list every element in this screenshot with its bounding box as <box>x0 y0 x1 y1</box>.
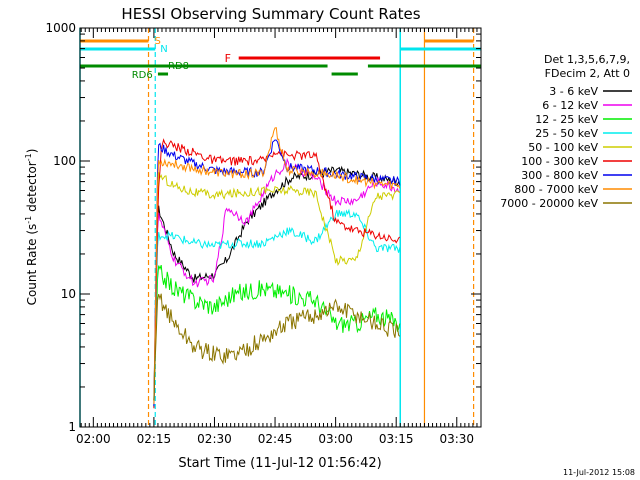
flag-rd8-label: RD8 <box>168 61 189 72</box>
x-tick-label: 02:00 <box>76 432 111 446</box>
flag-f-label: F <box>225 52 231 65</box>
series-line-4 <box>153 172 401 402</box>
x-axis-title: Start Time (11-Jul-12 01:56:42) <box>178 456 381 471</box>
legend-label-8: 7000 - 20000 keV <box>500 197 598 210</box>
flag-rd6-label: RD6 <box>132 70 153 81</box>
plot-frame <box>79 27 482 428</box>
legend-header-2: FDecim 2, Att 0 <box>545 67 630 80</box>
x-tick-label: 02:15 <box>137 432 172 446</box>
y-tick-label: 1000 <box>45 21 76 35</box>
legend-header-1: Det 1,3,5,6,7,9, <box>544 53 630 66</box>
legend-label-7: 800 - 7000 keV <box>514 183 598 196</box>
series-line-0 <box>153 165 401 401</box>
series-line-7 <box>153 127 401 405</box>
series-line-6 <box>153 139 401 407</box>
flag-n-label: N <box>160 44 167 55</box>
footer-date: 11-Jul-2012 15:08 <box>563 468 635 477</box>
flags-layer: SN F RD8 RD6 <box>79 28 481 427</box>
series-line-8 <box>153 293 401 401</box>
legend-label-3: 25 - 50 keV <box>535 127 598 140</box>
y-axis-title-sup2: -1 <box>24 153 33 161</box>
y-axis-title-end: ) <box>25 149 39 154</box>
series-line-3 <box>153 208 401 404</box>
y-tick-label: 10 <box>61 287 76 301</box>
legend-label-2: 12 - 25 keV <box>535 113 598 126</box>
flag-s-label: S <box>155 36 161 47</box>
chart-title: HESSI Observing Summary Count Rates <box>121 5 420 23</box>
y-tick-label: 1 <box>68 420 76 434</box>
series-layer <box>153 127 401 409</box>
x-tick-label: 02:30 <box>197 432 232 446</box>
x-tick-label: 03:30 <box>439 432 474 446</box>
legend-label-4: 50 - 100 keV <box>528 141 598 154</box>
y-axis-title-mid: detector <box>25 161 39 216</box>
legend-label-6: 300 - 800 keV <box>521 169 598 182</box>
y-tick-label: 100 <box>53 154 76 168</box>
x-tick-label: 03:00 <box>318 432 353 446</box>
x-tick-label: 02:45 <box>258 432 293 446</box>
axes-layer: 1 10 100 1000 02:00 02:15 02:30 02:45 03:00 03:15… <box>45 21 482 446</box>
y-axis-title-sup1: -1 <box>24 216 33 224</box>
series-line-2 <box>153 264 401 407</box>
svg-text:Count Rate (s-1 detector-1): Count Rate (s-1 detector-1) <box>24 149 39 306</box>
legend-label-1: 6 - 12 keV <box>542 99 598 112</box>
series-line-5 <box>153 138 401 409</box>
y-axis-title: Count Rate (s-1 detector-1) <box>24 149 39 306</box>
legend-label-0: 3 - 6 keV <box>549 85 598 98</box>
legend-label-5: 100 - 300 keV <box>521 155 598 168</box>
x-tick-label: 03:15 <box>379 432 414 446</box>
legend: Det 1,3,5,6,7,9, FDecim 2, Att 0 3 - 6 k… <box>500 53 632 210</box>
y-axis-title-main: Count Rate (s <box>25 224 39 306</box>
series-line-1 <box>153 157 400 408</box>
